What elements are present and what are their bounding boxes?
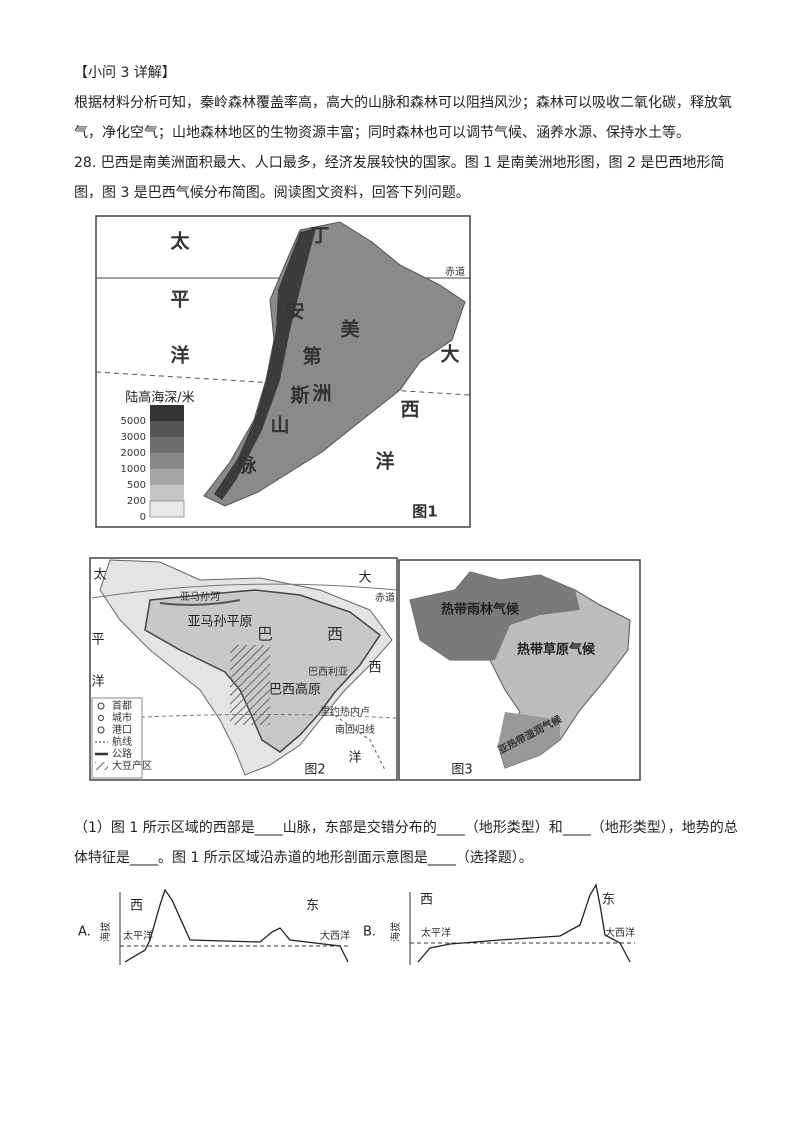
legend-entry: 首都 bbox=[112, 699, 132, 712]
legend-entry: 城市 bbox=[112, 711, 132, 724]
map-label: 大 bbox=[358, 571, 371, 586]
map-label: 脉 bbox=[236, 454, 257, 477]
map-label: 西 bbox=[368, 661, 381, 676]
map-label: 赤道 bbox=[445, 265, 465, 278]
option-label: B. bbox=[363, 925, 376, 940]
legend-tick: 2000 bbox=[121, 448, 146, 459]
map-label: 热带草原气候 bbox=[517, 642, 596, 658]
legend-entry: 公路 bbox=[112, 747, 132, 760]
map-label: 亚马孙河 bbox=[180, 590, 220, 603]
legend-tick: 5000 bbox=[121, 416, 146, 427]
soy-area bbox=[230, 645, 270, 725]
legend-icon bbox=[98, 715, 104, 721]
profile-line bbox=[124, 888, 349, 963]
legend-swatch bbox=[150, 485, 184, 501]
direction-label: 东 bbox=[602, 893, 615, 908]
legend: 首都 城市 港口 航线 公路 大豆产区 bbox=[91, 697, 152, 779]
paragraph: 28. 巴西是南美洲面积最大、人口最多，经济发展较快的国家。图 1 是南美洲地形… bbox=[74, 155, 725, 201]
map-label: 第 bbox=[302, 345, 321, 368]
profile-line bbox=[417, 883, 631, 963]
ocean-label: 太平洋 bbox=[421, 926, 451, 939]
profile-b: B. 海拔 西 东 太平洋 大西洋 bbox=[363, 883, 635, 965]
rainforest-region bbox=[410, 572, 580, 660]
axis-label: 海拔 bbox=[389, 922, 402, 942]
legend-entry: 航线 bbox=[112, 735, 132, 748]
ocean-label: 大西洋 bbox=[605, 926, 635, 939]
axis-label: 海拔 bbox=[99, 922, 112, 942]
question: （1）图 1 所示区域的西部是____山脉，东部是交错分布的____（地形类型）… bbox=[74, 820, 738, 866]
map-label: 太 bbox=[170, 230, 190, 253]
map-label: 安 bbox=[285, 300, 304, 323]
legend-entry: 港口 bbox=[112, 724, 132, 736]
legend-icon bbox=[97, 726, 105, 734]
legend: 陆高海深/米 5000 3000 2000 1000 500 200 0 bbox=[121, 390, 195, 524]
map-label: 美 bbox=[340, 318, 360, 341]
map-label: 洋 bbox=[170, 344, 189, 367]
map-label: 巴 bbox=[257, 625, 273, 644]
legend-swatch bbox=[149, 500, 185, 518]
legend-tick: 1000 bbox=[121, 464, 146, 475]
legend-swatch bbox=[150, 421, 184, 437]
map-label: 热带雨林气候 bbox=[441, 602, 520, 618]
map-label: 洲 bbox=[312, 383, 331, 405]
figure-3: 热带雨林气候 热带草原气候 亚热带湿润气候 图3 bbox=[398, 559, 641, 781]
map-label: 洋 bbox=[375, 450, 394, 473]
caption: 图2 bbox=[304, 763, 325, 778]
river bbox=[159, 599, 241, 606]
direction-label: 东 bbox=[306, 899, 319, 914]
continent bbox=[203, 221, 466, 507]
section-title: 【小问 3 详解】 bbox=[74, 65, 176, 81]
direction-label: 西 bbox=[420, 893, 433, 908]
map-label: 南回归线 bbox=[335, 723, 375, 736]
legend-swatch bbox=[150, 437, 184, 453]
map-label: 平 bbox=[170, 289, 189, 311]
map-label: 亚马孙平原 bbox=[187, 615, 252, 630]
caption: 图3 bbox=[451, 763, 472, 778]
map-label: 里约热内卢 bbox=[320, 705, 370, 718]
legend-icon bbox=[95, 762, 108, 770]
map-label: 太 bbox=[93, 568, 106, 583]
ocean-label: 太平洋 bbox=[123, 929, 153, 942]
legend-tick: 3000 bbox=[121, 432, 146, 443]
caption: 图1 bbox=[412, 503, 437, 521]
map-label: 巴西高原 bbox=[269, 682, 321, 698]
legend-tick: 500 bbox=[127, 480, 146, 491]
profile-a: A. 海拔 西 东 太平洋 大西洋 bbox=[78, 888, 350, 965]
map-label: 大 bbox=[440, 343, 459, 366]
map-label: 斯 bbox=[290, 384, 309, 407]
legend-swatch bbox=[150, 469, 184, 485]
paragraph: 根据材料分析可知，秦岭森林覆盖率高，高大的山脉和森林可以阻挡风沙；森林可以吸收二… bbox=[74, 95, 732, 141]
legend-tick: 0 bbox=[140, 512, 146, 523]
figure-1: 陆高海深/米 5000 3000 2000 1000 500 200 0 太 平… bbox=[95, 215, 471, 528]
legend-title: 陆高海深/米 bbox=[125, 390, 194, 406]
option-label: A. bbox=[78, 925, 91, 940]
map-label: 西 bbox=[327, 625, 343, 644]
legend-tick: 200 bbox=[127, 496, 146, 507]
subtropical-region bbox=[498, 712, 560, 768]
legend-icon bbox=[97, 702, 105, 710]
legend-swatch bbox=[150, 405, 184, 421]
map-label: 平 bbox=[91, 633, 104, 648]
legend-swatch bbox=[150, 453, 184, 469]
map-label: 洋 bbox=[348, 751, 361, 766]
map-label: 丁 bbox=[310, 225, 329, 247]
shipping-route bbox=[329, 711, 386, 771]
figure-2: 太 平 洋 大 西 洋 赤道 亚马孙河 亚马孙平原 巴 西 巴西利亚 巴西高原 … bbox=[89, 557, 398, 781]
andes bbox=[214, 228, 316, 500]
ocean-label: 大西洋 bbox=[320, 929, 350, 942]
map-label: 洋 bbox=[91, 675, 104, 690]
legend-entry: 大豆产区 bbox=[112, 759, 152, 772]
map-label: 巴西利亚 bbox=[308, 666, 348, 678]
map-label: 山 bbox=[270, 415, 289, 437]
equator-line bbox=[91, 583, 397, 599]
map-label: 西 bbox=[400, 399, 419, 421]
map-label: 赤道 bbox=[375, 591, 395, 604]
direction-label: 西 bbox=[130, 899, 143, 914]
